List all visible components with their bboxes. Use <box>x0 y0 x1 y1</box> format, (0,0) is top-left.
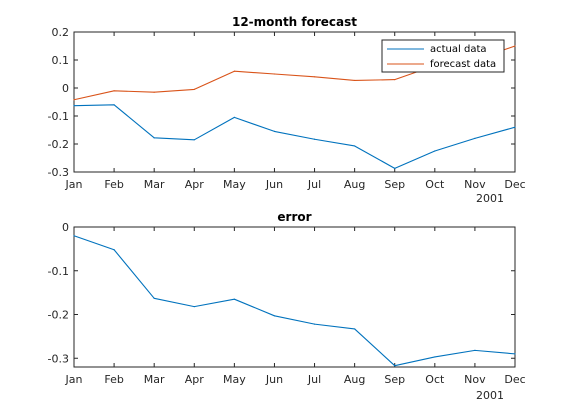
forecast-chart-data-point-forecast-data <box>354 79 356 82</box>
legend-box <box>381 39 505 73</box>
error-chart-data-point-error <box>434 356 436 358</box>
error-chart-title: error <box>277 210 311 224</box>
error-chart-y-tick-label: 0 <box>62 221 69 234</box>
forecast-chart-data-point-forecast-data <box>514 45 516 47</box>
legend-label-forecast-data: forecast data <box>430 59 496 70</box>
error-chart-y-tick-label: -0.2 <box>48 309 69 322</box>
forecast-chart-y-tick-label: -0.2 <box>48 138 69 151</box>
error-chart-x-tick-label: Jun <box>265 373 283 386</box>
error-chart-data-point-error <box>113 249 115 251</box>
forecast-chart-x-tick-label: Jan <box>65 178 83 191</box>
forecast-chart-x-tick-label: May <box>223 178 246 191</box>
forecast-chart-x-tick-label: Aug <box>344 178 365 191</box>
error-chart-series-line-error <box>73 235 516 367</box>
forecast-chart-data-point-actual-data <box>394 167 396 169</box>
forecast-chart-data-point-actual-data <box>354 145 356 147</box>
error-chart-x-tick-label: May <box>223 373 246 386</box>
forecast-chart-x-tick-label: Apr <box>185 178 205 191</box>
forecast-chart-x-tick-label: Oct <box>425 178 445 191</box>
error-chart-x-tick-label: Apr <box>185 373 205 386</box>
error-chart-x-tick-label: Nov <box>464 373 486 386</box>
forecast-chart-y-tick-label: 0 <box>62 82 69 95</box>
forecast-chart-data-point-actual-data <box>273 130 276 132</box>
error-chart-data-point-error <box>233 298 235 300</box>
forecast-chart-data-point-forecast-data <box>153 91 155 93</box>
forecast-chart-data-point-forecast-data <box>113 90 115 92</box>
legend-label-actual-data: actual data <box>430 44 487 55</box>
forecast-chart-data-point-actual-data <box>113 104 115 106</box>
error-chart-series <box>73 235 516 367</box>
error-chart: error Jan Feb Mar Apr May Jun Jul Aug Sep Oct Nov D… <box>48 210 526 402</box>
forecast-chart-data-point-forecast-data <box>73 99 75 101</box>
error-chart-x-year-label: 2001 <box>476 389 504 402</box>
forecast-chart-axes: Jan Feb Mar Apr May Jun Jul Aug Sep Oct Nov Dec -0.3… <box>48 26 526 191</box>
error-chart-plot-area <box>73 226 516 368</box>
error-chart-x-tick-label: Jan <box>65 373 83 386</box>
error-chart-data-point-error <box>193 306 195 308</box>
error-chart-x-tick-label: Sep <box>384 373 405 386</box>
error-chart-axes: Jan Feb Mar Apr May Jun Jul Aug Sep Oct Nov Dec -0.3… <box>48 221 526 386</box>
forecast-chart: 12-month forecast Jan Feb Mar Apr May Jun Jul A… <box>48 15 526 205</box>
error-chart-x-tick-label: Dec <box>504 373 525 386</box>
forecast-chart-y-tick-label: 0.2 <box>52 26 70 39</box>
forecast-chart-title: 12-month forecast <box>232 15 357 29</box>
error-chart-data-point-error <box>474 349 476 351</box>
error-chart-data-point-error <box>514 353 516 355</box>
error-chart-x-tick-label: Jul <box>307 373 321 386</box>
error-chart-data-point-error <box>273 315 276 317</box>
forecast-chart-y-tick-label: 0.1 <box>52 54 70 67</box>
forecast-chart-series-line-actual-data <box>73 104 516 169</box>
forecast-chart-data-point-forecast-data <box>394 79 396 81</box>
forecast-chart-legend: actual data forecast data <box>381 39 505 73</box>
forecast-chart-x-tick-label: Jul <box>307 178 321 191</box>
error-chart-x-tick-label: Oct <box>425 373 445 386</box>
error-chart-y-tick-label: -0.3 <box>48 352 69 365</box>
forecast-chart-data-point-forecast-data <box>273 73 276 75</box>
forecast-chart-x-tick-label: Mar <box>144 178 165 191</box>
forecast-chart-data-point-actual-data <box>434 150 436 152</box>
error-chart-data-point-error <box>354 328 356 330</box>
error-chart-x-tick-label: Mar <box>144 373 165 386</box>
error-chart-x-tick-label: Aug <box>344 373 365 386</box>
forecast-chart-data-point-actual-data <box>193 139 195 141</box>
forecast-chart-x-tick-label: Sep <box>384 178 405 191</box>
forecast-chart-data-point-actual-data <box>73 105 75 107</box>
forecast-chart-data-point-actual-data <box>233 116 235 118</box>
error-chart-y-tick-label: -0.1 <box>48 265 69 278</box>
error-chart-x-tick-label: Feb <box>104 373 123 386</box>
forecast-chart-data-point-actual-data <box>514 126 516 128</box>
error-chart-data-point-error <box>313 323 316 325</box>
forecast-chart-data-point-forecast-data <box>233 70 235 72</box>
forecast-chart-data-point-forecast-data <box>313 76 316 78</box>
forecast-chart-x-year-label: 2001 <box>476 192 504 205</box>
error-chart-data-point-error <box>73 235 75 237</box>
forecast-chart-data-point-actual-data <box>313 138 316 140</box>
error-chart-data-point-error <box>394 365 396 367</box>
forecast-chart-y-tick-label: -0.3 <box>48 166 69 179</box>
forecast-chart-x-tick-label: Nov <box>464 178 486 191</box>
forecast-chart-y-tick-label: -0.1 <box>48 110 69 123</box>
error-chart-data-point-error <box>153 297 155 299</box>
forecast-chart-data-point-actual-data <box>153 137 155 139</box>
forecast-chart-x-tick-label: Jun <box>265 178 283 191</box>
forecast-chart-x-tick-label: Feb <box>104 178 123 191</box>
forecast-chart-data-point-actual-data <box>474 137 476 139</box>
forecast-chart-x-tick-label: Dec <box>504 178 525 191</box>
forecast-chart-data-point-forecast-data <box>193 88 195 90</box>
